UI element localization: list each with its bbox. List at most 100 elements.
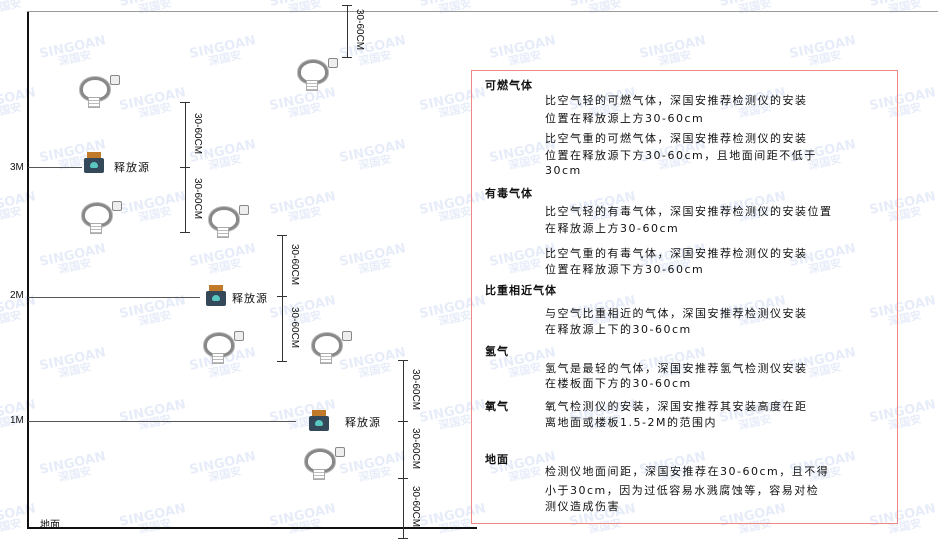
heading-ground: 地面	[485, 453, 509, 466]
dimension-tick	[398, 478, 408, 479]
dimension-tick	[398, 421, 408, 422]
text-line: 在楼板面下方的30-60cm	[545, 377, 692, 390]
text-line: 在释放源上下的30-60cm	[545, 323, 692, 336]
dimension-label: 30-60CM	[410, 427, 421, 469]
dimension-label: 30-60CM	[289, 243, 300, 285]
text-line: 离地面或楼板1.5-2M的范围内	[545, 416, 717, 429]
gas-detector-icon	[303, 447, 345, 480]
text-line: 氧气检测仪的安装，深国安推荐其安装高度在距	[545, 400, 808, 413]
dimension-line	[403, 421, 404, 478]
dimension-label: 30-60CM	[410, 368, 421, 410]
level-1m: 1M	[10, 415, 24, 426]
dimension-tick	[180, 167, 190, 168]
heading-similar: 比重相近气体	[485, 284, 557, 297]
heading-hydrogen: 氢气	[485, 345, 509, 358]
dimension-tick	[277, 296, 287, 297]
text-line: 氢气是最轻的气体，深国安推荐氢气检测仪安装	[545, 362, 808, 375]
gas-detector-icon	[207, 205, 249, 238]
ground-line	[27, 527, 477, 529]
text-line: 位置在释放源下方30-60cm，且地面间距不低于	[545, 149, 817, 162]
dimension-line	[185, 102, 186, 167]
release-source-icon	[83, 152, 105, 174]
dimension-tick	[180, 102, 190, 103]
dimension-tick	[277, 361, 287, 362]
heading-toxic: 有毒气体	[485, 187, 533, 200]
level-3m: 3M	[10, 162, 24, 173]
text-line: 小于30cm，因为过低容易水溅腐蚀等，容易对检	[545, 484, 820, 497]
ground-label: 地面	[40, 520, 60, 531]
dimension-line	[282, 235, 283, 296]
dimension-label: 30-60CM	[192, 112, 203, 154]
level-1m-line	[28, 421, 296, 422]
gas-detector-icon	[310, 331, 352, 364]
dimension-tick	[342, 5, 352, 6]
dimension-label: 30-60CM	[410, 486, 421, 528]
heading-oxygen: 氧气	[485, 400, 509, 413]
dimension-line	[403, 478, 404, 538]
gas-detector-icon	[80, 201, 122, 234]
text-line: 位置在释放源上方30-60cm	[545, 112, 705, 125]
release-source-label: 释放源	[345, 416, 381, 429]
level-3m-line	[28, 167, 82, 168]
dimension-tick	[180, 232, 190, 233]
text-line: 测仪造成伤害	[545, 500, 620, 513]
heading-flammable: 可燃气体	[485, 79, 533, 92]
release-source-icon	[205, 285, 227, 307]
dimension-line	[282, 296, 283, 361]
text-line: 检测仪地面间距，深国安推荐在30-60cm，且不得	[545, 465, 830, 478]
level-2m: 2M	[10, 290, 24, 301]
release-source-label: 释放源	[232, 292, 268, 305]
text-line: 位置在释放源下方30-60cm	[545, 263, 705, 276]
dimension-line	[403, 360, 404, 421]
gas-detector-icon	[78, 75, 120, 108]
info-panel	[471, 70, 898, 524]
dimension-line	[347, 5, 348, 57]
text-line: 比空气轻的可燃气体，深国安推荐检测仪的安装	[545, 94, 808, 107]
dimension-tick	[398, 360, 408, 361]
text-line: 比空气重的有毒气体，深国安推荐检测仪的安装	[545, 247, 808, 260]
text-line: 与空气比重相近的气体，深国安推荐检测仪安装	[545, 307, 808, 320]
text-line: 在释放源上方30-60cm	[545, 222, 680, 235]
dimension-label: 30-60CM	[354, 9, 365, 51]
dimension-label: 30-60CM	[289, 306, 300, 348]
text-line: 比空气重的可燃气体，深国安推荐检测仪的安装	[545, 132, 808, 145]
dimension-tick	[398, 538, 408, 539]
ceiling-line	[27, 11, 938, 12]
text-line: 比空气轻的有毒气体，深国安推荐检测仪的安装位置	[545, 205, 833, 218]
gas-detector-icon	[202, 331, 244, 364]
dimension-label: 30-60CM	[192, 177, 203, 219]
dimension-tick	[277, 235, 287, 236]
level-2m-line	[28, 297, 200, 298]
wall-line	[27, 11, 29, 529]
dimension-tick	[342, 57, 352, 58]
